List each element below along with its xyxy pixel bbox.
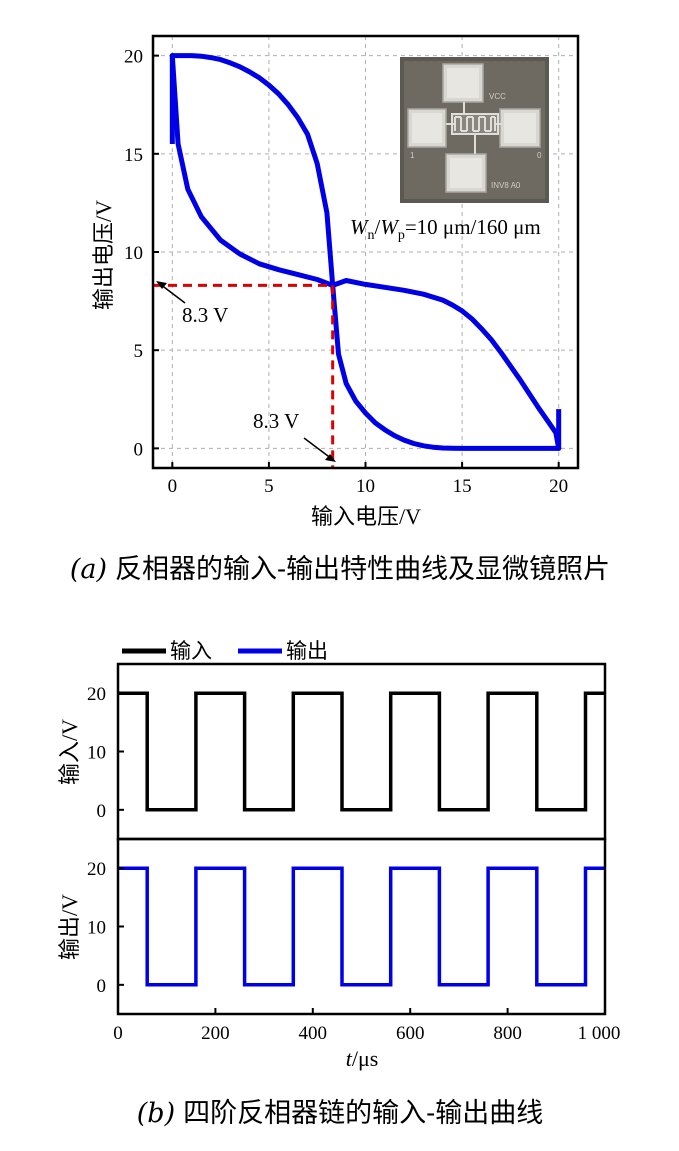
panel-a-curves (169, 53, 562, 451)
annotation-arrow-y (159, 283, 186, 304)
b-xtick-label-4: 800 (493, 1023, 522, 1044)
legend-label-output: 输出 (286, 639, 328, 663)
ratio-p: p (398, 228, 405, 243)
a-xtick-label-3: 15 (453, 476, 472, 497)
annotation-arrowhead-y (156, 281, 167, 289)
pad-right (499, 108, 541, 148)
b-xtick-label-2: 400 (299, 1023, 328, 1044)
caption-b-text: 四阶反相器链的输入-输出曲线 (183, 1098, 543, 1129)
subplot-input (118, 691, 605, 812)
subplot-output (118, 866, 605, 987)
pad-bottom (445, 153, 487, 193)
b1-ytick-label-0: 0 (97, 976, 107, 997)
legend-label-input: 输入 (170, 639, 212, 663)
inset-label-0: 0 (537, 151, 542, 160)
subplot-input-ylabel: 输入/V (57, 719, 82, 785)
a-ytick-label-3: 15 (124, 145, 143, 166)
subplot-output-ylabel: 输出/V (57, 894, 82, 960)
a-xtick-label-1: 5 (264, 476, 274, 497)
caption-b-label: (b) (137, 1098, 175, 1129)
a-ytick-label-2: 10 (124, 243, 143, 264)
b1-ytick-label-1: 10 (87, 918, 106, 939)
a-ytick-label-4: 20 (124, 47, 143, 68)
inset-label-inv8: INV8 A0 (491, 181, 521, 190)
caption-a-label: (a) (70, 554, 107, 585)
transfer-curve-1 (169, 53, 562, 451)
caption-b: (b) 四阶反相器链的输入-输出曲线 (137, 1098, 543, 1129)
panel-a-chart: VCC 1 0 INV8 A0 Wn/Wp=10 μm/160 μm 0 5 10 1… (91, 34, 580, 529)
b1-ytick-label-2: 20 (87, 859, 106, 880)
panel-a-ylabel: 输出电压/V (91, 200, 116, 310)
ratio-wp: W (380, 215, 400, 239)
panel-a-xlabel: 输入电压/V (311, 504, 421, 529)
ratio-slash: / (375, 215, 381, 239)
annotation-8-3v-y: 8.3 V (182, 303, 228, 327)
a-ytick-label-0: 0 (134, 439, 144, 460)
inset-label-1: 1 (410, 151, 415, 160)
annotation-arrowhead-x (325, 454, 336, 462)
ratio-wn: W (350, 215, 370, 239)
a-xtick-label-4: 20 (549, 476, 568, 497)
inset-label-vcc: VCC (489, 92, 506, 101)
pad-top (442, 63, 484, 103)
b-xtick-label-0: 0 (113, 1023, 123, 1044)
b-xtick-label-1: 200 (201, 1023, 230, 1044)
a-ytick-label-1: 5 (134, 341, 144, 362)
pad-left (407, 108, 447, 148)
annotation-8-3v-x: 8.3 V (253, 409, 299, 433)
b0-ytick-label-0: 0 (97, 801, 107, 822)
transistor-ratio-label: Wn/Wp=10 μm/160 μm (350, 215, 541, 243)
micrograph-inset: VCC 1 0 INV8 A0 (400, 57, 549, 203)
square-wave-0 (118, 691, 605, 812)
caption-a-text: 反相器的输入-输出特性曲线及显微镜照片 (115, 554, 610, 585)
panel-a-reference-lines (153, 283, 335, 468)
transfer-curve-0 (169, 53, 562, 451)
b-xtick-label-3: 600 (396, 1023, 425, 1044)
subplot-input-frame (116, 662, 607, 841)
transistor-array (446, 102, 502, 154)
caption-a: (a) 反相器的输入-输出特性曲线及显微镜照片 (70, 554, 610, 585)
annotation-arrow-x (303, 437, 333, 460)
panel-b-xlabel-unit: /μs (352, 1046, 378, 1071)
panel-b-xlabel-t: t (346, 1046, 353, 1071)
ratio-n: n (368, 228, 375, 243)
a-xtick-label-2: 10 (356, 476, 375, 497)
b-xtick-label-5: 1 000 (578, 1023, 621, 1044)
square-wave-1 (118, 866, 605, 987)
b0-ytick-label-2: 20 (87, 684, 106, 705)
a-xtick-label-0: 0 (168, 476, 178, 497)
legend: 输入 输出 (122, 639, 328, 663)
b0-ytick-label-1: 10 (87, 743, 106, 764)
subplot-output-frame (116, 837, 607, 1016)
ratio-values: =10 μm/160 μm (405, 215, 541, 239)
panel-b-xlabel: t/μs (346, 1046, 379, 1071)
